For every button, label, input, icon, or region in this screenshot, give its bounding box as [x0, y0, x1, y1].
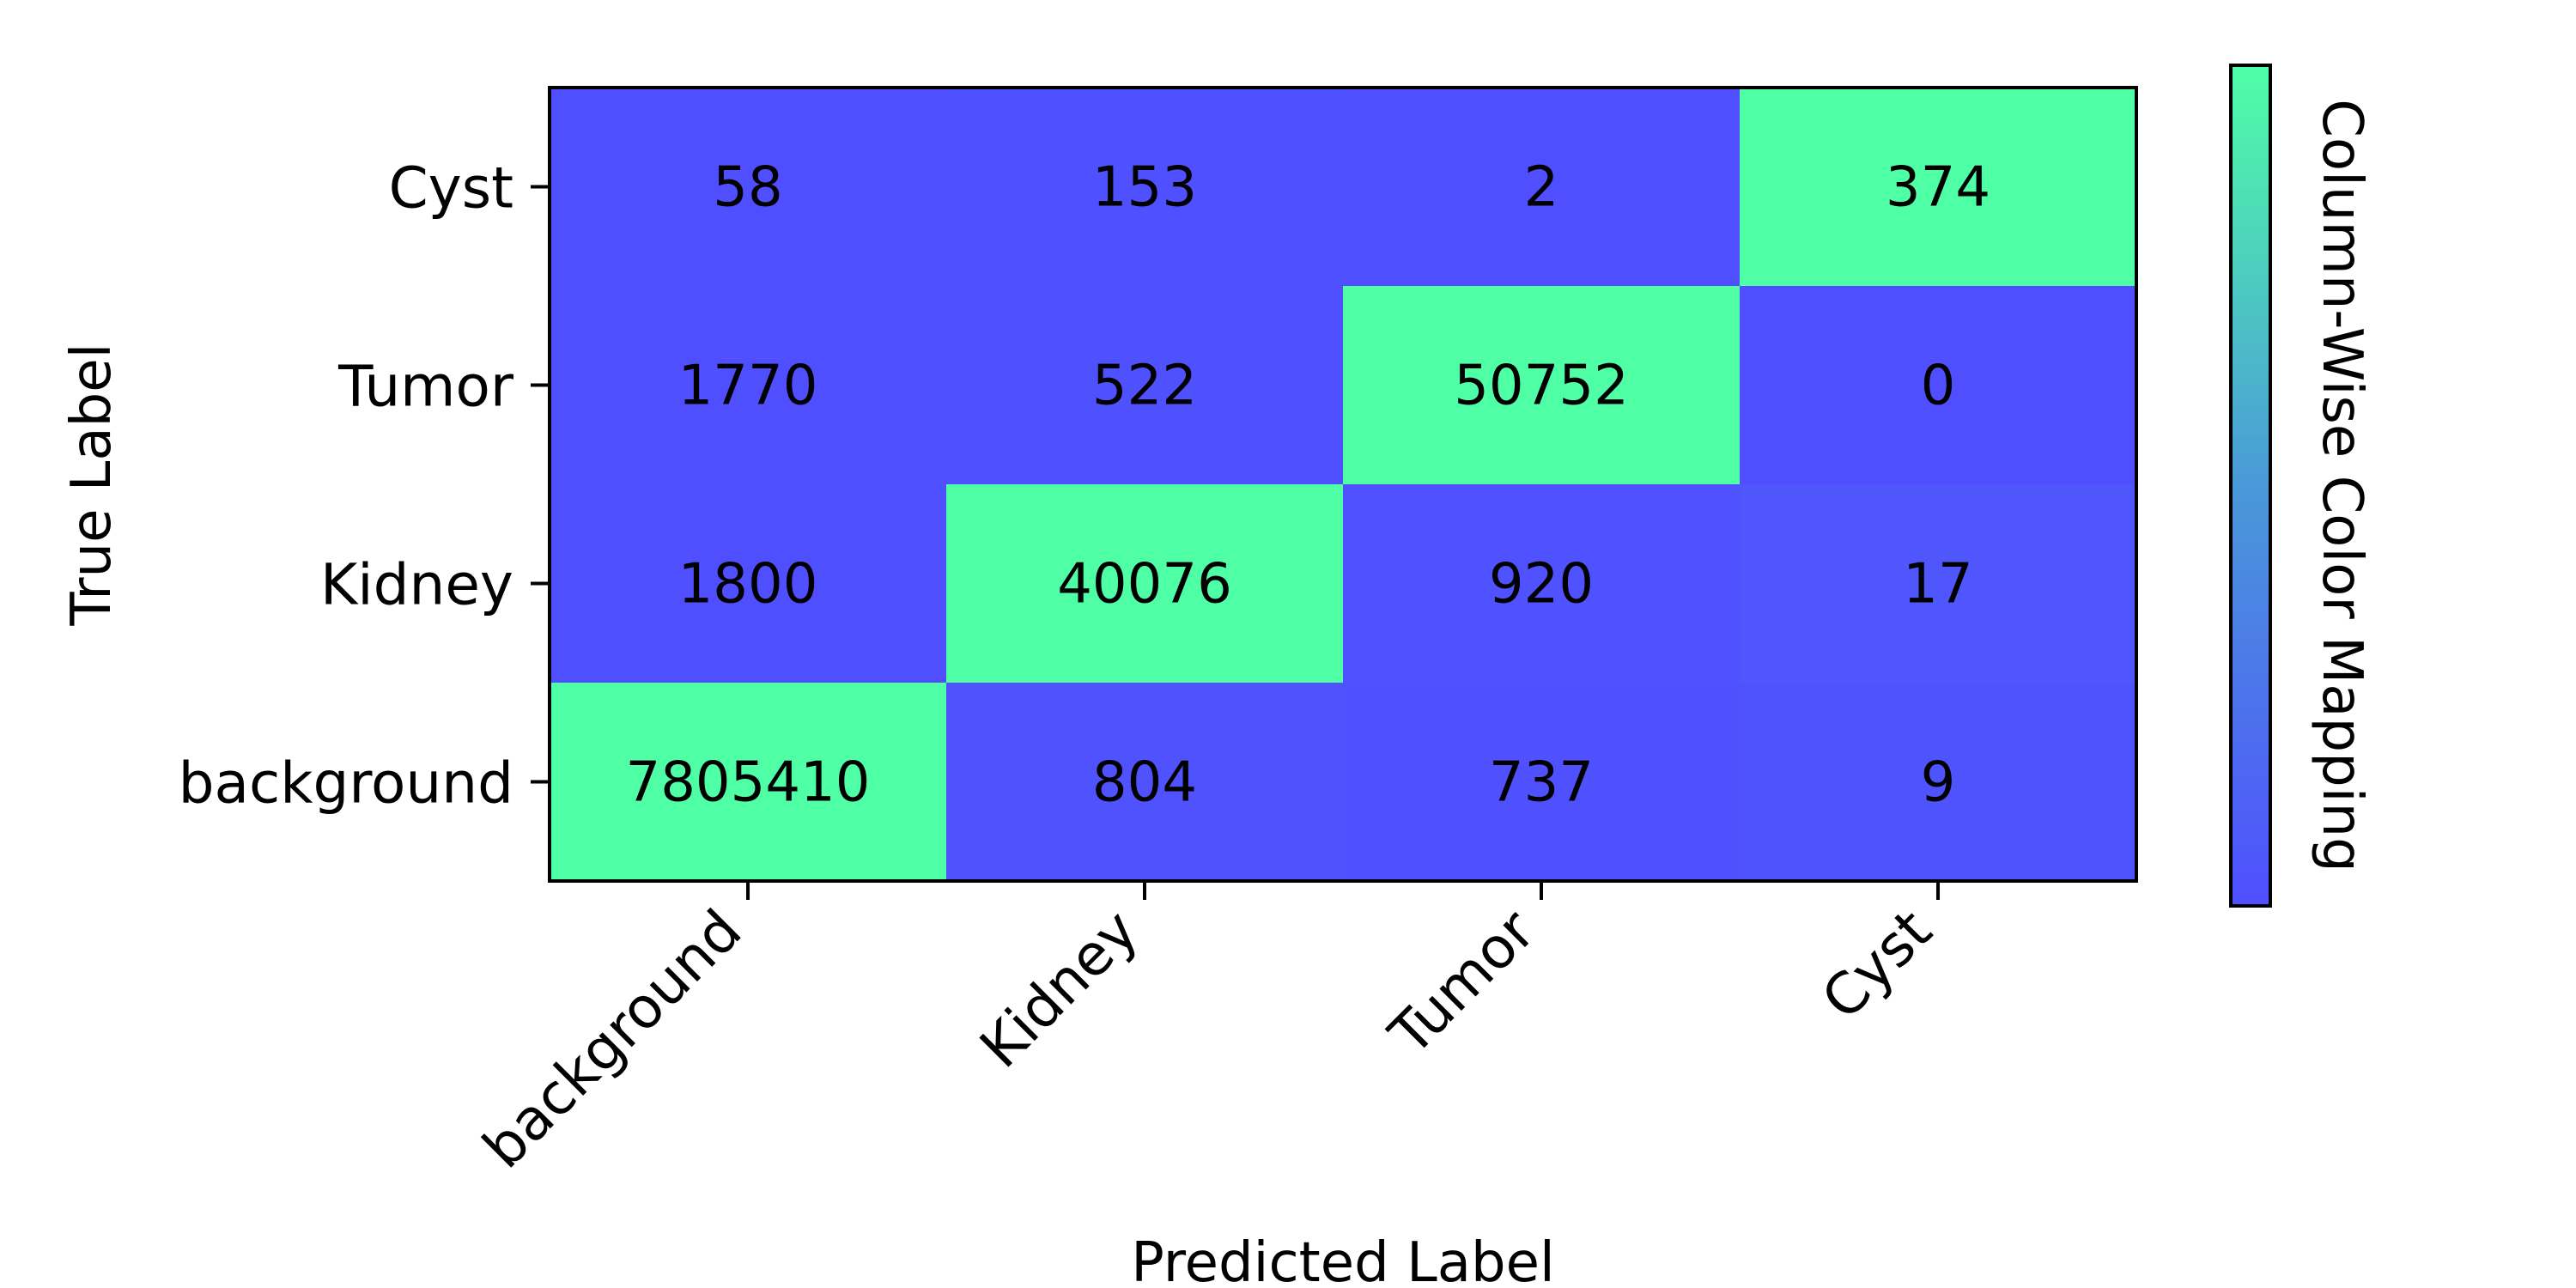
heatmap-cells [550, 88, 2136, 881]
cell-value-label: 374 [1886, 156, 1990, 220]
cell-value-label: 920 [1489, 553, 1594, 617]
colorbar [2229, 64, 2272, 908]
cell-value-label: 1800 [678, 553, 818, 617]
y-axis-ticks: Cyst Tumor Kidney background [179, 155, 550, 817]
heatmap-cell [946, 286, 1343, 484]
x-tick-label: background [471, 897, 754, 1181]
cell-value-label: 2 [1524, 156, 1559, 220]
y-tick-label: background [179, 750, 513, 817]
y-tick-label: Cyst [389, 155, 513, 222]
x-axis-title: Predicted Label [1131, 1231, 1554, 1288]
cell-value-label: 7805410 [625, 751, 870, 815]
cell-value-label: 0 [1921, 355, 1956, 418]
cell-value-label: 804 [1092, 751, 1197, 815]
heatmap-cell [1740, 484, 2136, 683]
heatmap-cell [946, 683, 1343, 881]
heatmap-cell [1343, 88, 1740, 286]
x-tick-label: Tumor [1376, 896, 1548, 1068]
heatmap-cell [1740, 683, 2136, 881]
x-axis-ticks: background Kidney Tumor Cyst [471, 881, 1944, 1181]
heatmap-cell [550, 286, 946, 484]
cell-value-labels: 58 153 2 374 1770 522 50752 0 1800 40076 920 17 7805… [625, 156, 1990, 815]
y-tick-label: Tumor [337, 354, 514, 420]
heatmap-cell [1740, 88, 2136, 286]
heatmap-cell [946, 484, 1343, 683]
heatmap-cell [550, 88, 946, 286]
colorbar-label: Column-Wise Color Mapping [2310, 99, 2373, 872]
heatmap-cell [550, 484, 946, 683]
cell-value-label: 9 [1921, 751, 1956, 815]
cell-value-label: 153 [1092, 156, 1197, 220]
heatmap-cell [946, 88, 1343, 286]
y-tick-label: Kidney [320, 552, 513, 618]
cell-value-label: 58 [713, 156, 782, 220]
heatmap-cell [1343, 484, 1740, 683]
cell-value-label: 1770 [678, 355, 818, 418]
cell-value-label: 522 [1092, 355, 1197, 418]
y-axis-title: True Label [60, 343, 124, 627]
cell-value-label: 17 [1903, 553, 1972, 617]
heatmap-cell [1740, 286, 2136, 484]
x-tick-label: Kidney [968, 897, 1151, 1081]
x-tick-label: Cyst [1809, 897, 1944, 1032]
cell-value-label: 50752 [1454, 355, 1629, 418]
plot-frame [548, 86, 2138, 883]
cell-value-label: 40076 [1057, 553, 1232, 617]
heatmap-cell [550, 683, 946, 881]
heatmap-cell [1343, 683, 1740, 881]
heatmap-cell [1343, 286, 1740, 484]
cell-value-label: 737 [1489, 751, 1594, 815]
